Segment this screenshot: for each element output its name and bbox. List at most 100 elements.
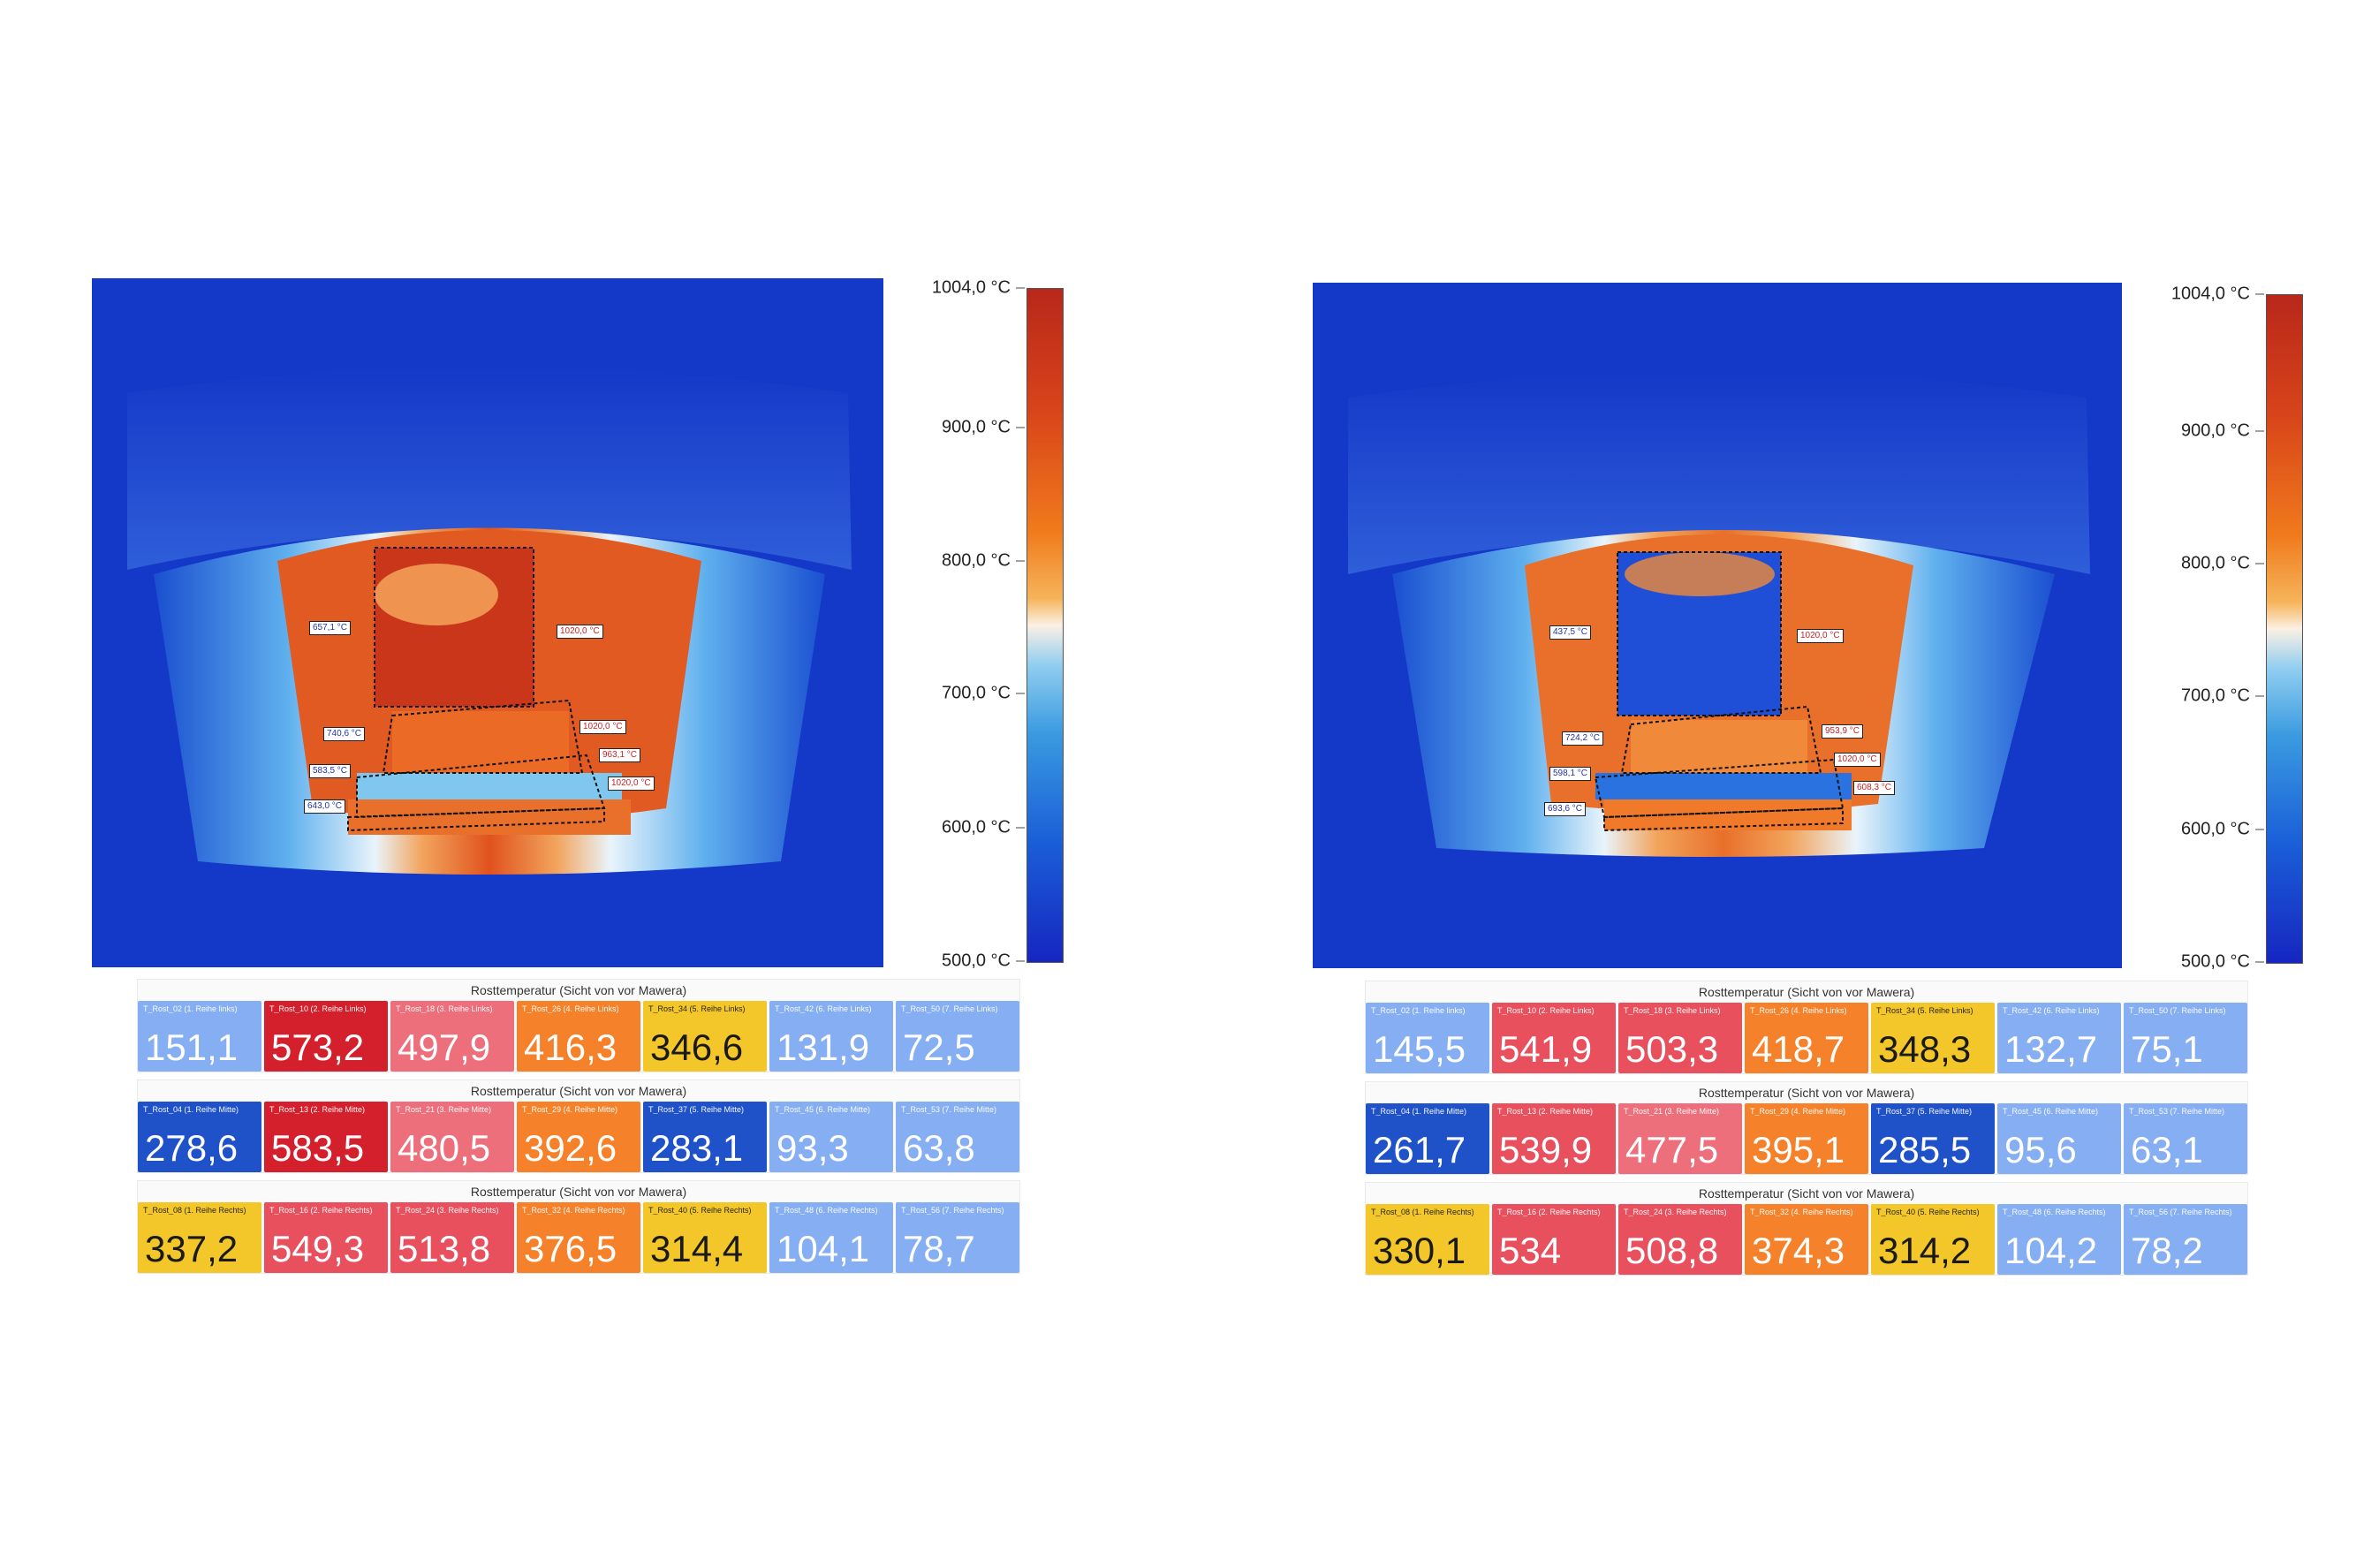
tile-label: T_Rost_48 (6. Reihe Rechts): [2003, 1208, 2106, 1216]
grate-row-group: Rosttemperatur (Sicht von vor Mawera) T_…: [1365, 981, 2248, 1074]
tile-value: 72,5: [903, 1026, 975, 1068]
temperature-tile: T_Rost_26 (4. Reihe Links) 418,7: [1745, 1003, 1868, 1073]
colorbar-tick: 900,0 °C: [2181, 420, 2264, 441]
temperature-tile: T_Rost_56 (7. Reihe Rechts) 78,2: [2124, 1204, 2247, 1275]
temperature-tile: T_Rost_10 (2. Reihe Links) 573,2: [264, 1001, 388, 1072]
tile-label: T_Rost_21 (3. Reihe Mitte): [1624, 1107, 1720, 1116]
tile-label: T_Rost_24 (3. Reihe Rechts): [1624, 1208, 1727, 1216]
tile-value: 583,5: [271, 1127, 365, 1169]
tile-label: T_Rost_32 (4. Reihe Rechts): [1750, 1208, 1853, 1216]
tile-value: 285,5: [1878, 1129, 1972, 1170]
temperature-tile: T_Rost_18 (3. Reihe Links) 497,9: [390, 1001, 514, 1072]
temperature-annotation: 963,1 °C: [599, 748, 641, 762]
tile-value: 541,9: [1499, 1028, 1593, 1070]
temperature-tile: T_Rost_34 (5. Reihe Links) 348,3: [1871, 1003, 1995, 1073]
tile-value: 314,2: [1878, 1230, 1972, 1271]
colorbar-tick: 500,0 °C: [2181, 952, 2264, 973]
tile-label: T_Rost_42 (6. Reihe Links): [775, 1004, 872, 1013]
temperature-tile: T_Rost_53 (7. Reihe Mitte) 63,8: [896, 1102, 1019, 1172]
tile-value: 131,9: [776, 1026, 870, 1068]
temperature-tile: T_Rost_56 (7. Reihe Rechts) 78,7: [896, 1202, 1019, 1273]
temperature-annotation: 437,5 °C: [1549, 625, 1592, 640]
temperature-tile: T_Rost_21 (3. Reihe Mitte) 477,5: [1618, 1103, 1742, 1174]
tile-label: T_Rost_16 (2. Reihe Rechts): [1497, 1208, 1601, 1216]
tile-label: T_Rost_42 (6. Reihe Links): [2003, 1006, 2100, 1015]
tile-value: 132,7: [2004, 1028, 2098, 1070]
temperature-tile: T_Rost_45 (6. Reihe Mitte) 93,3: [769, 1102, 893, 1172]
tile-label: T_Rost_34 (5. Reihe Links): [1876, 1006, 1973, 1015]
temperature-annotation: 1020,0 °C: [608, 776, 655, 791]
temperature-tile: T_Rost_48 (6. Reihe Rechts) 104,2: [1997, 1204, 2121, 1275]
tile-value: 78,2: [2131, 1230, 2203, 1271]
tile-value: 104,2: [2004, 1230, 2098, 1271]
tile-label: T_Rost_48 (6. Reihe Rechts): [775, 1206, 878, 1215]
temperature-annotation: 608,3 °C: [1853, 781, 1896, 795]
temperature-annotation: 740,6 °C: [323, 727, 366, 741]
colorbar-tick: 800,0 °C: [942, 550, 1025, 571]
tile-label: T_Rost_45 (6. Reihe Mitte): [775, 1105, 871, 1114]
tile-label: T_Rost_37 (5. Reihe Mitte): [648, 1105, 745, 1114]
tile-label: T_Rost_04 (1. Reihe Mitte): [1371, 1107, 1467, 1116]
temperature-tile: T_Rost_32 (4. Reihe Rechts) 374,3: [1745, 1204, 1868, 1275]
tile-value: 392,6: [524, 1127, 617, 1169]
tile-label: T_Rost_45 (6. Reihe Mitte): [2003, 1107, 2099, 1116]
tile-value: 145,5: [1373, 1028, 1466, 1070]
tile-value: 503,3: [1625, 1028, 1719, 1070]
grate-temperature-dashboard: Rosttemperatur (Sicht von vor Mawera) T_…: [137, 979, 1020, 1281]
tile-label: T_Rost_37 (5. Reihe Mitte): [1876, 1107, 1973, 1116]
temperature-annotation: 724,2 °C: [1562, 731, 1604, 746]
temperature-tile: T_Rost_24 (3. Reihe Rechts) 508,8: [1618, 1204, 1742, 1275]
temperature-annotation: 953,9 °C: [1822, 724, 1864, 739]
tile-value: 480,5: [398, 1127, 491, 1169]
tile-label: T_Rost_50 (7. Reihe Links): [2129, 1006, 2226, 1015]
thermal-image: 657,1 °C 1020,0 °C 740,6 °C 1020,0 °C 58…: [92, 278, 883, 967]
tile-label: T_Rost_10 (2. Reihe Links): [1497, 1006, 1595, 1015]
group-title: Rosttemperatur (Sicht von vor Mawera): [470, 1084, 687, 1098]
tile-label: T_Rost_08 (1. Reihe Rechts): [1371, 1208, 1474, 1216]
tile-value: 346,6: [650, 1026, 744, 1068]
tile-label: T_Rost_02 (1. Reihe links): [1371, 1006, 1466, 1015]
temperature-tile: T_Rost_18 (3. Reihe Links) 503,3: [1618, 1003, 1742, 1073]
group-title: Rosttemperatur (Sicht von vor Mawera): [1698, 1186, 1915, 1201]
tile-value: 330,1: [1373, 1230, 1466, 1271]
temperature-tile: T_Rost_50 (7. Reihe Links) 75,1: [2124, 1003, 2247, 1073]
colorbar-scale: 1004,0 °C 900,0 °C 800,0 °C 700,0 °C 600…: [2132, 284, 2264, 972]
tile-label: T_Rost_53 (7. Reihe Mitte): [901, 1105, 997, 1114]
temperature-tile: T_Rost_42 (6. Reihe Links) 131,9: [769, 1001, 893, 1072]
tile-label: T_Rost_56 (7. Reihe Rechts): [2129, 1208, 2232, 1216]
thermal-image: 437,5 °C 1020,0 °C 724,2 °C 953,9 °C 598…: [1313, 283, 2122, 968]
colorbar-tick: 700,0 °C: [2181, 686, 2264, 707]
tile-label: T_Rost_32 (4. Reihe Rechts): [522, 1206, 625, 1215]
temperature-annotation: 1020,0 °C: [1797, 629, 1844, 643]
tile-value: 95,6: [2004, 1129, 2077, 1170]
temperature-tile: T_Rost_13 (2. Reihe Mitte) 583,5: [264, 1102, 388, 1172]
tile-label: T_Rost_02 (1. Reihe links): [143, 1004, 238, 1013]
temperature-tile: T_Rost_24 (3. Reihe Rechts) 513,8: [390, 1202, 514, 1273]
temperature-annotation: 657,1 °C: [309, 621, 352, 635]
temperature-tile: T_Rost_08 (1. Reihe Rechts) 337,2: [138, 1202, 261, 1273]
colorbar-tick: 1004,0 °C: [2171, 284, 2264, 305]
colorbar-tick: 600,0 °C: [2181, 819, 2264, 839]
tile-label: T_Rost_13 (2. Reihe Mitte): [269, 1105, 366, 1114]
tile-value: 278,6: [145, 1127, 239, 1169]
tile-label: T_Rost_24 (3. Reihe Rechts): [396, 1206, 499, 1215]
tile-label: T_Rost_29 (4. Reihe Mitte): [522, 1105, 618, 1114]
tile-value: 63,8: [903, 1127, 975, 1169]
temperature-annotation: 693,6 °C: [1544, 802, 1587, 816]
tile-value: 534: [1499, 1230, 1562, 1271]
tile-value: 261,7: [1373, 1129, 1466, 1170]
tile-label: T_Rost_10 (2. Reihe Links): [269, 1004, 367, 1013]
tile-value: 573,2: [271, 1026, 365, 1068]
colorbar-tick: 900,0 °C: [942, 417, 1025, 437]
grate-temperature-dashboard: Rosttemperatur (Sicht von vor Mawera) T_…: [1365, 981, 2248, 1283]
temperature-tile: T_Rost_40 (5. Reihe Rechts) 314,2: [1871, 1204, 1995, 1275]
temperature-tile: T_Rost_04 (1. Reihe Mitte) 278,6: [138, 1102, 261, 1172]
grate-row-group: Rosttemperatur (Sicht von vor Mawera) T_…: [1365, 1081, 2248, 1175]
tile-value: 549,3: [271, 1228, 365, 1269]
tile-label: T_Rost_40 (5. Reihe Rechts): [648, 1206, 752, 1215]
temperature-tile: T_Rost_13 (2. Reihe Mitte) 539,9: [1492, 1103, 1616, 1174]
temperature-colorbar: [1026, 288, 1064, 963]
tile-value: 416,3: [524, 1026, 617, 1068]
colorbar-tick: 1004,0 °C: [932, 278, 1025, 299]
temperature-tile: T_Rost_29 (4. Reihe Mitte) 395,1: [1745, 1103, 1868, 1174]
